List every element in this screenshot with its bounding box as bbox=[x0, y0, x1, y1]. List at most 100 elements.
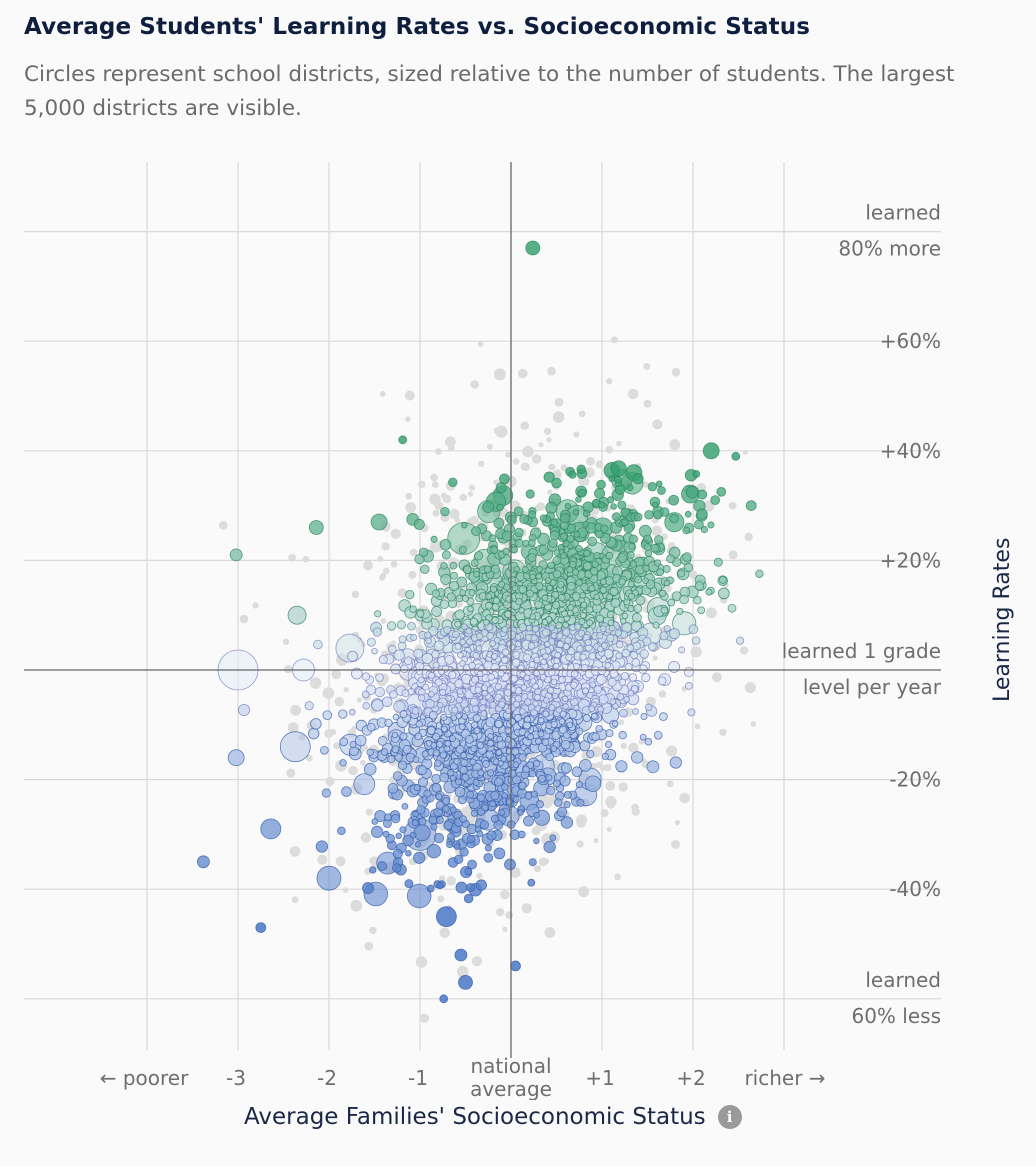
district-dot bbox=[668, 660, 681, 673]
district-dot bbox=[339, 759, 347, 767]
background-district-dot bbox=[282, 638, 290, 645]
district-dot bbox=[451, 706, 459, 714]
district-dot bbox=[560, 552, 567, 559]
district-dot bbox=[439, 994, 449, 1004]
background-district-dot bbox=[573, 431, 580, 438]
background-district-dot bbox=[350, 899, 363, 912]
district-dot bbox=[435, 793, 443, 801]
district-dot bbox=[227, 749, 245, 767]
district-dot bbox=[697, 606, 706, 615]
district-dot bbox=[457, 651, 464, 659]
district-dot bbox=[524, 716, 532, 723]
district-dot bbox=[578, 618, 586, 626]
district-dot bbox=[543, 471, 555, 483]
district-dot bbox=[454, 642, 462, 650]
district-dot bbox=[396, 620, 406, 630]
district-dot bbox=[475, 879, 487, 891]
district-dot bbox=[552, 569, 562, 579]
district-dot bbox=[496, 735, 503, 743]
background-district-dot bbox=[456, 965, 469, 978]
district-dot bbox=[315, 840, 329, 853]
district-dot bbox=[418, 817, 427, 826]
district-dot bbox=[510, 546, 518, 554]
district-dot bbox=[337, 826, 346, 836]
district-dot bbox=[476, 793, 486, 802]
district-dot bbox=[614, 629, 622, 637]
district-dot bbox=[529, 573, 536, 581]
district-dot bbox=[486, 769, 495, 777]
background-district-dot bbox=[286, 768, 296, 778]
district-dot bbox=[520, 683, 528, 691]
district-dot bbox=[634, 575, 643, 584]
district-dot bbox=[668, 494, 680, 506]
district-dot bbox=[455, 696, 463, 704]
district-dot bbox=[229, 548, 243, 562]
background-district-dot bbox=[459, 493, 467, 501]
district-dot bbox=[501, 626, 509, 633]
district-dot bbox=[402, 834, 414, 847]
background-district-dot bbox=[289, 846, 301, 857]
district-dot bbox=[487, 673, 495, 681]
district-dot bbox=[618, 678, 627, 686]
background-district-dot bbox=[342, 887, 349, 893]
district-dot bbox=[491, 653, 498, 660]
district-dot bbox=[552, 662, 560, 670]
district-dot bbox=[260, 818, 282, 840]
district-dot bbox=[468, 661, 476, 670]
district-dot bbox=[586, 619, 594, 627]
district-dot bbox=[459, 847, 469, 857]
background-district-dot bbox=[599, 764, 607, 772]
background-district-dot bbox=[445, 436, 456, 448]
district-dot bbox=[406, 883, 432, 909]
y-tick-labels: learned 80% more +60% +40% +20% learned 1 gra… bbox=[782, 201, 942, 1028]
district-dot bbox=[567, 609, 574, 617]
district-dot bbox=[237, 703, 251, 717]
district-dot bbox=[614, 475, 622, 484]
district-dot bbox=[486, 830, 497, 841]
district-dot bbox=[644, 549, 653, 558]
background-district-dot bbox=[669, 439, 681, 451]
district-dot bbox=[562, 540, 570, 548]
background-district-dot bbox=[666, 745, 678, 757]
district-dot bbox=[472, 714, 481, 723]
background-district-dot bbox=[605, 446, 613, 454]
district-dot bbox=[455, 778, 463, 786]
district-dot bbox=[447, 832, 456, 841]
district-dot bbox=[529, 678, 537, 685]
district-dot bbox=[553, 549, 561, 557]
district-dot bbox=[531, 625, 540, 633]
background-district-dot bbox=[317, 854, 328, 865]
background-district-dot bbox=[544, 927, 556, 938]
district-dot bbox=[497, 669, 505, 677]
background-district-dot bbox=[486, 443, 493, 450]
district-dots[interactable] bbox=[196, 240, 764, 1004]
district-dot bbox=[626, 484, 634, 492]
district-dot bbox=[582, 509, 591, 518]
background-district-dot bbox=[674, 819, 681, 826]
district-dot bbox=[573, 531, 581, 538]
district-dot bbox=[515, 598, 523, 606]
district-dot bbox=[420, 564, 430, 574]
district-dot bbox=[559, 710, 567, 718]
background-district-dot bbox=[369, 856, 379, 866]
district-dot bbox=[522, 765, 530, 774]
district-dot bbox=[362, 701, 371, 710]
district-dot bbox=[418, 676, 425, 684]
x-center-label: average bbox=[470, 1077, 552, 1100]
background-district-dot bbox=[728, 550, 738, 560]
district-dot bbox=[619, 617, 627, 625]
background-district-dot bbox=[554, 397, 564, 407]
district-dot bbox=[374, 610, 382, 618]
background-district-dot bbox=[554, 469, 561, 476]
district-dot bbox=[659, 589, 667, 598]
district-dot bbox=[443, 820, 453, 831]
district-dot bbox=[432, 749, 441, 757]
district-dot bbox=[459, 815, 468, 824]
district-dot bbox=[453, 757, 461, 766]
info-icon[interactable]: i bbox=[717, 1105, 742, 1129]
district-dot bbox=[488, 534, 497, 543]
district-dot bbox=[366, 637, 376, 647]
district-dot bbox=[501, 783, 509, 791]
district-dot bbox=[576, 645, 584, 653]
district-dot bbox=[548, 624, 556, 632]
